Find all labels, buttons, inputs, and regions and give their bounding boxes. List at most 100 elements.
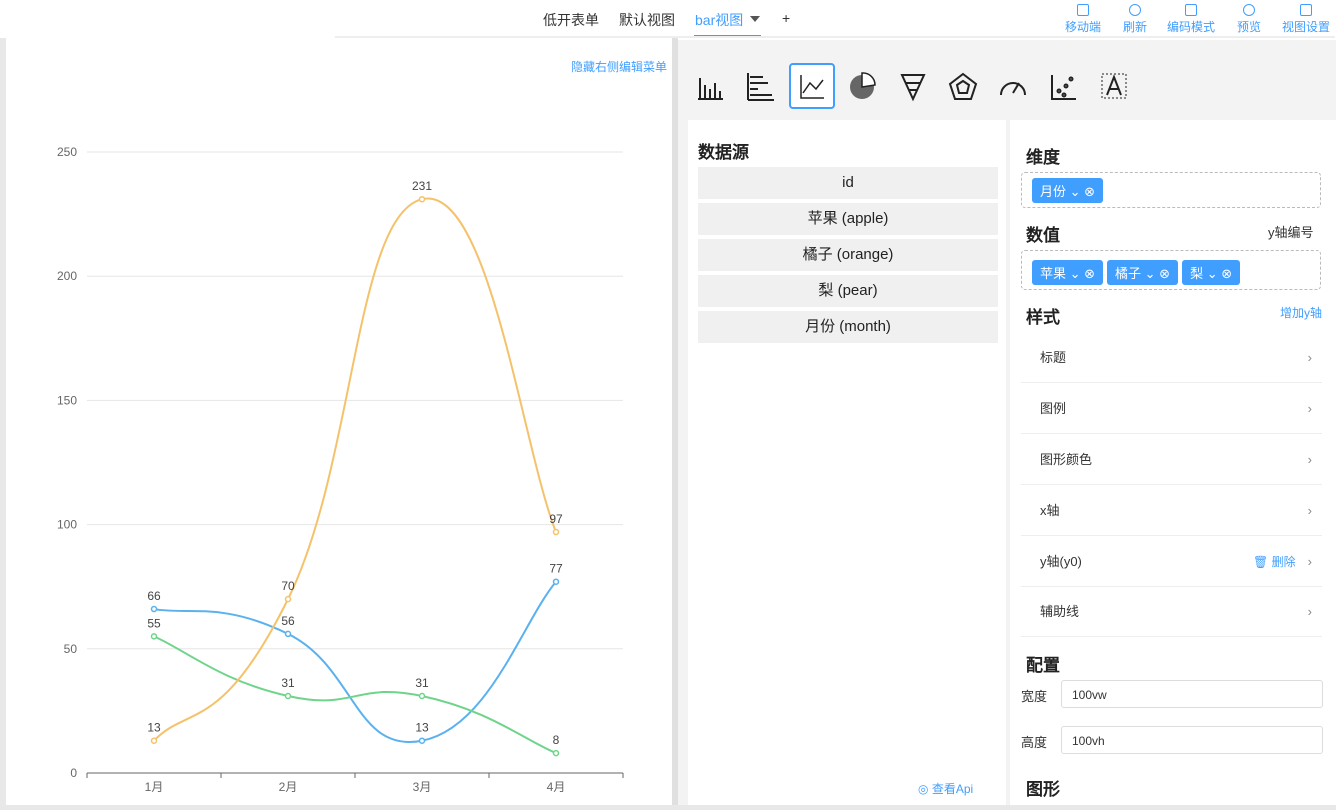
toolbar-label: 预览 — [1236, 20, 1261, 34]
dimension-drop[interactable]: 月份 ⌄ ⊗ — [1021, 172, 1321, 208]
data-label: 231 — [412, 179, 432, 193]
data-label: 31 — [281, 676, 295, 690]
toolbar-label: 编码模式 — [1166, 20, 1215, 34]
measure-drop[interactable]: 苹果 ⌄ ⊗ 橘子 ⌄ ⊗ 梨 ⌄ ⊗ — [1021, 250, 1321, 290]
toolbar-button[interactable]: 预览 — [1224, 4, 1274, 35]
x-tick-label: 4月 — [547, 780, 566, 794]
y-tick-label: 50 — [64, 642, 78, 656]
add-tab[interactable]: + — [782, 10, 791, 26]
delete-button[interactable]: 🗑 删除 — [1253, 555, 1296, 569]
y-tick-label: 200 — [57, 269, 77, 283]
x-tick-label: 2月 — [279, 780, 298, 794]
field[interactable]: 橘子 (orange) — [698, 239, 998, 271]
data-label: 13 — [415, 721, 429, 735]
point — [284, 595, 292, 603]
toolbar-label: 视图设置 — [1281, 20, 1330, 34]
item-label: y轴(y0) — [1040, 554, 1082, 569]
y-tick-label: 100 — [57, 518, 77, 532]
icon-scatter[interactable] — [1051, 75, 1076, 100]
field[interactable]: 苹果 (apple) — [698, 203, 998, 235]
tag-label: 月份 — [1040, 184, 1067, 199]
section-title: 维度 — [1026, 148, 1060, 167]
dropdown-caret[interactable] — [750, 16, 760, 27]
icon-text[interactable] — [1101, 73, 1127, 99]
data-label: 70 — [281, 579, 295, 593]
style-item[interactable]: 标题 › — [1021, 333, 1322, 383]
data-label: 13 — [147, 721, 161, 735]
style-item[interactable]: 图例 › — [1021, 384, 1322, 434]
y-tick-label: 0 — [70, 766, 77, 780]
item-label: 图形颜色 — [1040, 452, 1093, 467]
data-label: 8 — [553, 733, 560, 747]
frame — [0, 805, 1336, 810]
tag-label: 橘子 — [1115, 266, 1142, 281]
data-label: 66 — [147, 589, 161, 603]
section-title: 数据源 — [698, 143, 749, 162]
data-label: 77 — [549, 562, 563, 576]
height-input[interactable]: 100vh — [1061, 726, 1323, 754]
hide-menu-link[interactable]: 隐藏右侧编辑菜单 — [571, 60, 668, 74]
toolbar-button[interactable]: 刷新 — [1110, 4, 1160, 35]
tab[interactable]: 默认视图 — [619, 12, 675, 28]
section-title: 样式 — [1026, 308, 1060, 327]
chart-type-bar — [698, 63, 1127, 109]
data-label: 31 — [415, 676, 429, 690]
toolbar-button[interactable]: 移动端 — [1058, 4, 1108, 35]
tab-active[interactable]: bar视图 — [695, 12, 744, 28]
icon-hbar[interactable] — [747, 73, 774, 101]
point — [552, 578, 560, 585]
icon-funnel[interactable] — [900, 74, 926, 102]
style-item[interactable]: 图形颜色 › — [1021, 435, 1322, 485]
style-item[interactable]: 辅助线 › — [1021, 587, 1322, 637]
point — [418, 692, 426, 700]
x-tick-label: 3月 — [413, 780, 432, 794]
point — [284, 692, 292, 700]
tag[interactable]: 橘子 ⌄ ⊗ — [1107, 260, 1179, 285]
y-tick-label: 150 — [57, 393, 77, 407]
field[interactable]: id — [698, 167, 998, 199]
chart: 0 50 100 150 200 250 1月 2月 3月 4月 66 56 13 77 55 31 31 8 13… — [57, 145, 624, 794]
toolbar-label: 移动端 — [1064, 20, 1101, 34]
data-label: 97 — [549, 512, 563, 526]
point — [150, 633, 158, 640]
y-axis-index-label: y轴编号 — [1268, 225, 1314, 240]
tag[interactable]: 苹果 ⌄ ⊗ — [1032, 260, 1104, 285]
toolbar-button[interactable]: 编码模式 — [1166, 4, 1216, 35]
section-title: 配置 — [1026, 656, 1060, 675]
style-item[interactable]: x轴 › — [1021, 486, 1322, 536]
icon-gauge[interactable] — [1000, 82, 1026, 96]
point — [150, 605, 158, 613]
icon-pie[interactable] — [850, 72, 876, 99]
tag-label: 苹果 — [1040, 266, 1067, 281]
section-title: 图形 — [1026, 780, 1060, 799]
series-line — [153, 197, 557, 742]
x-tick-label: 1月 — [145, 780, 164, 794]
point — [418, 737, 426, 744]
tag[interactable]: 月份 ⌄ ⊗ — [1032, 178, 1104, 203]
field[interactable]: 梨 (pear) — [698, 275, 998, 307]
item-label: 辅助线 — [1040, 604, 1080, 619]
style-item[interactable]: y轴(y0) 🗑 删除 › — [1021, 537, 1322, 587]
point — [552, 749, 560, 757]
tag[interactable]: 梨 ⌄ ⊗ — [1182, 260, 1241, 285]
tag-label: 梨 — [1190, 266, 1204, 281]
api-link[interactable]: ◎ 查看Api — [918, 782, 974, 796]
delete-label: 删除 — [1271, 555, 1296, 569]
icon-bar[interactable] — [698, 78, 723, 100]
point — [150, 737, 158, 744]
item-label: x轴 — [1040, 503, 1060, 518]
section-title: 数值 — [1026, 226, 1060, 245]
icon-radar[interactable] — [948, 72, 978, 100]
item-label: 标题 — [1040, 350, 1067, 365]
width-input[interactable]: 100vw — [1061, 680, 1323, 708]
field[interactable]: 月份 (month) — [698, 311, 998, 343]
toolbar-button[interactable]: 视图设置 — [1281, 4, 1331, 35]
toolbar-label: 刷新 — [1122, 20, 1147, 34]
tab[interactable]: 低开表单 — [543, 12, 599, 28]
data-label: 56 — [281, 614, 295, 628]
data-label: 55 — [147, 616, 161, 630]
api-label: 查看Api — [931, 782, 974, 796]
add-y-axis[interactable]: 增加y轴 — [1280, 306, 1323, 320]
config-label: 宽度 — [1021, 689, 1048, 704]
